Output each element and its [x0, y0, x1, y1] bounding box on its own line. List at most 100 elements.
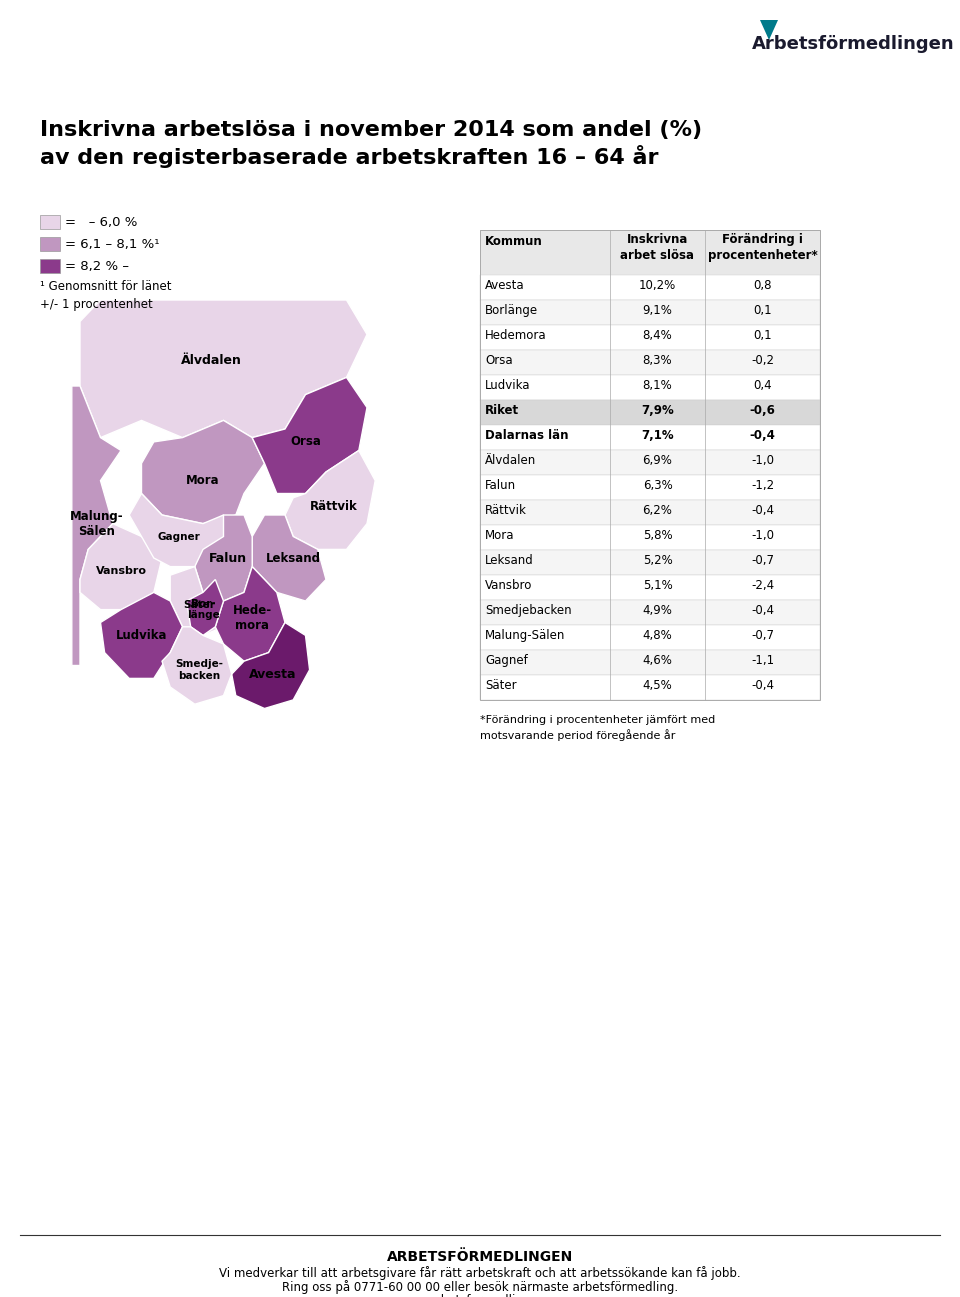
Text: -0,6: -0,6 — [750, 403, 776, 418]
Text: 8,1%: 8,1% — [642, 379, 672, 392]
Bar — [480, 300, 820, 326]
Text: Hede-
mora: Hede- mora — [232, 604, 272, 632]
Text: Leksand: Leksand — [266, 551, 321, 564]
Text: 9,1%: 9,1% — [642, 303, 672, 316]
Text: Riket: Riket — [485, 403, 519, 418]
Text: www.arbetsformedlingen.se: www.arbetsformedlingen.se — [397, 1294, 563, 1297]
Polygon shape — [215, 567, 285, 661]
Text: ¹ Genomsnitt för länet
+/- 1 procentenhet: ¹ Genomsnitt för länet +/- 1 procentenhe… — [40, 280, 172, 311]
Text: 0,4: 0,4 — [754, 379, 772, 392]
Text: Smedjebacken: Smedjebacken — [485, 604, 571, 617]
Text: Ring oss på 0771-60 00 00 eller besök närmaste arbetsförmedling.: Ring oss på 0771-60 00 00 eller besök nä… — [282, 1280, 678, 1294]
Text: -1,0: -1,0 — [751, 454, 774, 467]
Bar — [480, 550, 820, 575]
Bar — [480, 501, 820, 525]
Text: Falun: Falun — [485, 479, 516, 492]
Bar — [480, 350, 820, 375]
Text: = 8,2 % –: = 8,2 % – — [65, 259, 129, 272]
Text: Malung-Sälen: Malung-Sälen — [485, 629, 565, 642]
Bar — [480, 575, 820, 601]
Polygon shape — [80, 300, 367, 437]
Text: Falun: Falun — [208, 551, 247, 564]
Text: 6,2%: 6,2% — [642, 505, 672, 518]
Text: -0,4: -0,4 — [751, 604, 774, 617]
Text: 0,1: 0,1 — [754, 303, 772, 316]
Polygon shape — [186, 580, 224, 636]
Text: Bor-
länge: Bor- länge — [186, 599, 220, 620]
Bar — [480, 475, 820, 501]
Text: Förändring i
procentenheter*: Förändring i procentenheter* — [708, 233, 817, 262]
Text: 5,8%: 5,8% — [642, 529, 672, 542]
Text: Avesta: Avesta — [485, 279, 524, 292]
Text: Rättvik: Rättvik — [310, 499, 358, 512]
Text: 4,9%: 4,9% — [642, 604, 672, 617]
Polygon shape — [252, 377, 367, 493]
Text: 4,5%: 4,5% — [642, 680, 672, 693]
Polygon shape — [285, 450, 375, 550]
Polygon shape — [760, 19, 778, 40]
Text: -1,1: -1,1 — [751, 654, 774, 667]
Text: -0,2: -0,2 — [751, 354, 774, 367]
Bar — [480, 230, 820, 275]
Bar — [40, 259, 60, 272]
Text: av den registerbaserade arbetskraften 16 – 64 år: av den registerbaserade arbetskraften 16… — [40, 145, 659, 169]
Text: Säter: Säter — [485, 680, 516, 693]
Text: Orsa: Orsa — [485, 354, 513, 367]
Text: Inskrivna arbetslösa i november 2014 som andel (%): Inskrivna arbetslösa i november 2014 som… — [40, 121, 702, 140]
Text: 7,1%: 7,1% — [641, 429, 674, 442]
Text: =   – 6,0 %: = – 6,0 % — [65, 217, 137, 230]
Text: = 6,1 – 8,1 %¹: = 6,1 – 8,1 %¹ — [65, 239, 159, 252]
Text: Gagner: Gagner — [157, 532, 200, 542]
Text: -0,7: -0,7 — [751, 629, 774, 642]
Text: Ludvika: Ludvika — [485, 379, 531, 392]
Bar — [480, 326, 820, 350]
Polygon shape — [141, 420, 265, 524]
Text: Borlänge: Borlänge — [485, 303, 539, 316]
Text: -2,4: -2,4 — [751, 578, 774, 591]
Bar — [480, 275, 820, 300]
Text: Arbetsförmedlingen: Arbetsförmedlingen — [753, 35, 955, 53]
Polygon shape — [162, 626, 231, 704]
Bar — [480, 601, 820, 625]
Text: 8,4%: 8,4% — [642, 329, 672, 342]
Text: 5,2%: 5,2% — [642, 554, 672, 567]
Text: Älvdalen: Älvdalen — [485, 454, 537, 467]
Text: 0,1: 0,1 — [754, 329, 772, 342]
Text: Smedje-
backen: Smedje- backen — [175, 659, 223, 681]
Text: 7,9%: 7,9% — [641, 403, 674, 418]
Text: 4,6%: 4,6% — [642, 654, 672, 667]
Polygon shape — [101, 593, 182, 678]
Polygon shape — [130, 493, 224, 567]
Text: Rättvik: Rättvik — [485, 505, 527, 518]
Text: *Förändring i procentenheter jämfört med
motsvarande period föregående år: *Förändring i procentenheter jämfört med… — [480, 715, 715, 741]
Text: Säter: Säter — [183, 601, 215, 611]
Bar — [480, 525, 820, 550]
Text: -1,2: -1,2 — [751, 479, 774, 492]
Text: 10,2%: 10,2% — [638, 279, 676, 292]
Text: Mora: Mora — [186, 475, 220, 488]
Text: -1,0: -1,0 — [751, 529, 774, 542]
Polygon shape — [231, 623, 309, 708]
Text: Leksand: Leksand — [485, 554, 534, 567]
Text: Malung-
Sälen: Malung- Sälen — [69, 510, 123, 537]
Text: Ludvika: Ludvika — [116, 629, 167, 642]
Text: Vansbro: Vansbro — [95, 565, 147, 576]
Text: -0,4: -0,4 — [750, 429, 776, 442]
Bar — [40, 237, 60, 252]
Text: 5,1%: 5,1% — [642, 578, 672, 591]
Text: Gagnef: Gagnef — [485, 654, 528, 667]
Text: -0,7: -0,7 — [751, 554, 774, 567]
Polygon shape — [252, 515, 326, 601]
Text: Mora: Mora — [485, 529, 515, 542]
Text: Inskrivna
arbet slösa: Inskrivna arbet slösa — [620, 233, 694, 262]
Text: 8,3%: 8,3% — [642, 354, 672, 367]
Text: Kommun: Kommun — [485, 235, 542, 248]
Polygon shape — [170, 567, 224, 636]
Polygon shape — [195, 515, 252, 601]
Text: ARBETSFÖRMEDLINGEN: ARBETSFÖRMEDLINGEN — [387, 1250, 573, 1265]
Bar — [40, 215, 60, 230]
Text: 0,8: 0,8 — [754, 279, 772, 292]
Text: -0,4: -0,4 — [751, 505, 774, 518]
Bar — [480, 450, 820, 475]
Polygon shape — [80, 524, 162, 610]
